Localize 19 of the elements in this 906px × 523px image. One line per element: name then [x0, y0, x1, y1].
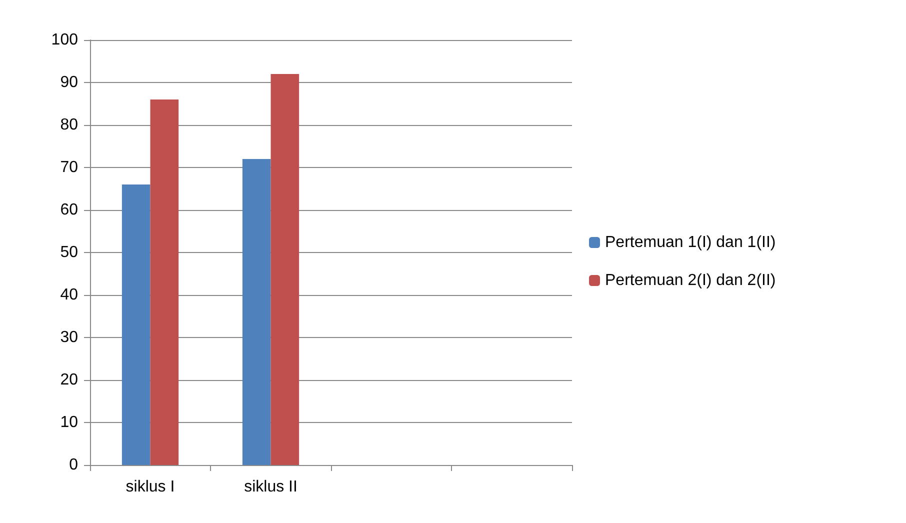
- y-tick-label: 10: [60, 414, 78, 431]
- y-tick-label: 60: [60, 202, 78, 218]
- bar: [122, 184, 150, 465]
- bar: [270, 74, 300, 465]
- y-tick-label: 80: [60, 116, 78, 134]
- y-tick-label: 20: [60, 372, 78, 388]
- legend-label: Pertemuan 1(I) dan 1(II): [605, 234, 776, 251]
- x-tick-label: siklus I: [126, 478, 175, 496]
- y-tick-label: 30: [60, 329, 78, 346]
- y-tick-label: 40: [60, 286, 78, 304]
- legend-label: Pertemuan 2(I) dan 2(II): [605, 272, 776, 289]
- y-tick-label: 0: [69, 456, 78, 474]
- x-tick-label: siklus II: [244, 478, 298, 496]
- y-tick-label: 100: [51, 32, 78, 48]
- y-tick-label: 70: [60, 159, 78, 176]
- bar: [242, 159, 271, 465]
- y-tick-label: 90: [60, 74, 78, 91]
- y-tick-label: 50: [60, 244, 78, 261]
- bar: [150, 100, 179, 465]
